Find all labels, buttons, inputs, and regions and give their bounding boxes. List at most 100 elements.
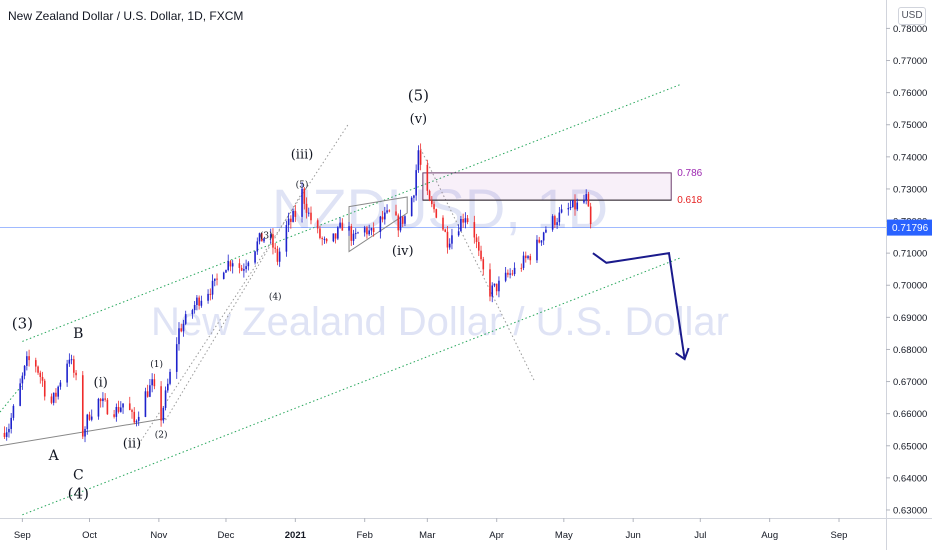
fib-zone[interactable]: 0.786 0.618 [422,168,703,206]
price-tick-label: 0.77000 [893,56,927,67]
candle-up [509,273,511,275]
candle-down [587,194,590,207]
candle-up [384,212,386,220]
candle-up [357,232,359,234]
candle-up [527,256,529,259]
label-wave-b: B [73,326,83,342]
fib-zone-rect [422,172,672,201]
candle-down [574,200,576,210]
candle-down [341,222,344,231]
candle-up [258,233,261,242]
candle-up [399,216,402,231]
time-tick-label: Oct [82,530,97,541]
candle-up [269,234,272,239]
label-wave-iv: (iv) [392,244,414,259]
candle-down [160,386,162,421]
price-axis[interactable]: 0.78000 0.77000 0.76000 0.75000 0.74000 0.730… [886,0,932,550]
candle-down [75,372,77,376]
candle-down [395,211,397,216]
candle-down [319,228,321,239]
candle-down [81,375,84,437]
candle-down [480,250,482,260]
price-tick-label: 0.68000 [893,345,927,356]
candle-down [238,263,241,268]
candle-down [272,234,274,248]
time-tick-label: Aug [761,530,778,541]
candle-down [128,403,131,411]
candle-down [334,233,337,239]
candle-down [511,273,514,275]
price-tick-label: 0.64000 [893,473,927,484]
candle-up [263,238,265,242]
candle-down [372,228,375,233]
candle-down [274,247,277,249]
candle-down [325,238,328,242]
candle-down [3,432,6,437]
candle-up [301,188,303,217]
triangle-box [348,196,408,253]
time-axis[interactable]: Sep Oct Nov Dec 2021 Feb Mar Apr May Jun Jul Aug Sep [0,518,932,541]
candle-down [433,204,435,210]
channel-lower-line [22,257,681,516]
label-wave-3-minor: (3) [260,231,273,242]
candle-down [104,398,106,400]
candle-up [323,238,326,240]
impulse-guide-line [165,188,305,421]
candle-up [200,300,203,306]
price-tick-label: 0.76000 [893,88,927,99]
candle-up [576,202,579,210]
projection-arrow[interactable] [592,252,690,361]
candle-up [102,398,104,402]
candle-up [191,310,194,315]
candle-down [303,188,306,204]
label-wave-a: A [48,448,60,464]
candle-up [149,385,151,397]
candle-up [162,407,165,421]
candle-up [175,344,178,372]
price-tick-label: 0.65000 [893,441,927,452]
candle-up [491,285,494,297]
candle-up [457,231,460,236]
label-wave-4-minor: (4) [269,292,282,303]
candle-up [413,195,415,198]
candle-up [247,262,250,267]
candle-up [243,269,245,271]
candle-up [256,241,259,252]
candle-down [321,238,323,240]
candle-up [379,216,382,233]
candle-down [209,293,212,295]
currency-button[interactable]: USD [898,7,926,25]
candle-up [254,251,256,263]
candle-up [536,239,538,261]
candle-up [585,194,587,201]
candle-down [117,406,120,412]
current-price-tag [887,219,932,236]
label-wave-3: (3) [12,315,33,333]
candle-up [337,227,339,239]
candle-up [307,212,310,214]
candle-up [97,398,100,417]
candle-up [23,365,26,376]
candle-down [310,212,312,221]
time-tick-label: Mar [419,530,435,541]
candle-up [137,416,140,421]
fib-618-label: 0.618 [677,195,702,206]
candle-up [448,243,451,248]
candle-down [41,376,44,381]
candle-down [133,411,136,423]
candle-up [8,428,10,433]
chart-title: New Zealand Dollar / U.S. Dollar, 1D, FX… [8,9,244,23]
candle-down [401,216,404,224]
candle-up [278,251,281,262]
fib-786-label: 0.786 [677,168,702,179]
candle-down [37,366,39,373]
time-tick-label: Nov [150,530,167,541]
time-tick-label: Sep [831,530,848,541]
candle-up [207,293,209,301]
candle-down [305,203,308,213]
candle-up [551,216,554,230]
candle-up [169,371,171,384]
candles [3,143,592,443]
candle-up [193,305,196,311]
